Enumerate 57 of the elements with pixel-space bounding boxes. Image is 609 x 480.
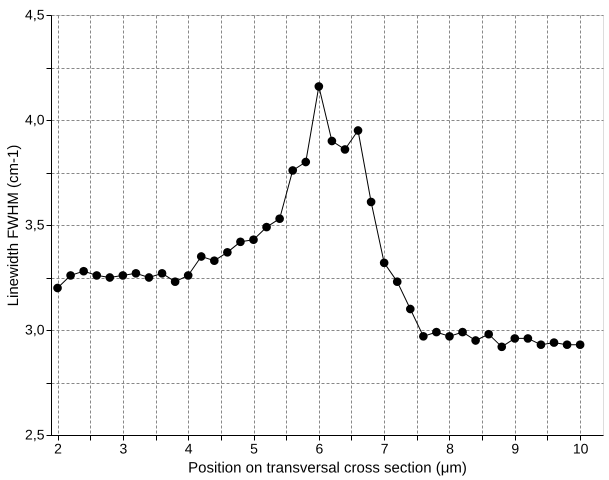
point <box>118 271 128 280</box>
x-tick-label: 2 <box>54 440 62 456</box>
point <box>144 273 154 282</box>
point <box>314 82 324 91</box>
point <box>445 332 454 341</box>
point <box>328 136 336 146</box>
x-tick-label: 4 <box>184 440 193 456</box>
y-tick-label: 2,5 <box>25 426 45 442</box>
point <box>92 271 102 280</box>
point <box>249 235 258 244</box>
point <box>79 266 88 276</box>
point <box>132 268 140 278</box>
point <box>497 342 506 352</box>
point <box>196 252 206 261</box>
point <box>524 334 532 343</box>
x-axis-title: Position on transversal cross section (μm) <box>188 460 467 476</box>
y-tick-label: 3,0 <box>25 322 45 338</box>
point <box>562 340 572 350</box>
y-tick-label: 4,0 <box>25 112 45 128</box>
x-tick-label: 9 <box>511 440 520 456</box>
point <box>366 198 376 206</box>
point <box>53 284 62 292</box>
point <box>170 277 180 286</box>
point <box>392 277 402 286</box>
point <box>406 304 415 314</box>
point <box>288 166 298 175</box>
x-tick-label: 3 <box>119 440 128 456</box>
x-tick-label: 10 <box>572 440 589 456</box>
point <box>105 273 114 282</box>
point <box>275 214 284 224</box>
y-axis-title: Linewidth FWHM (cm-1) <box>5 144 22 306</box>
point <box>536 340 546 350</box>
point <box>510 334 520 343</box>
point <box>236 237 245 246</box>
point <box>66 271 75 280</box>
point <box>550 338 558 347</box>
point <box>223 248 232 257</box>
point <box>262 222 271 232</box>
x-tick-label: 7 <box>380 440 389 456</box>
y-tick-label: 4,5 <box>25 6 45 22</box>
point <box>576 340 584 350</box>
point <box>354 126 362 135</box>
point <box>340 145 350 154</box>
point <box>432 328 441 336</box>
point <box>484 330 494 339</box>
point <box>471 336 480 345</box>
point <box>380 258 388 268</box>
point <box>158 268 166 278</box>
y-tick-label: 3,5 <box>25 216 45 232</box>
point <box>184 271 193 280</box>
point <box>301 158 310 166</box>
point <box>458 328 467 336</box>
point <box>210 256 219 266</box>
point <box>419 332 428 341</box>
x-tick-label: 6 <box>315 440 324 456</box>
x-tick-label: 8 <box>446 440 454 456</box>
x-tick-label: 5 <box>250 440 258 456</box>
